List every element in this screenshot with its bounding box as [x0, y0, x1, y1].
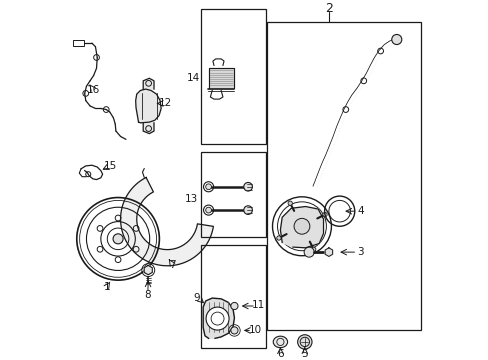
- Circle shape: [293, 219, 309, 234]
- Text: 6: 6: [277, 349, 283, 359]
- Text: 9: 9: [193, 293, 199, 303]
- Circle shape: [391, 35, 401, 45]
- Circle shape: [311, 247, 315, 252]
- Circle shape: [230, 327, 238, 334]
- Circle shape: [244, 206, 252, 215]
- Polygon shape: [143, 123, 154, 134]
- Circle shape: [322, 212, 326, 217]
- Polygon shape: [280, 207, 323, 248]
- Circle shape: [244, 183, 252, 191]
- Circle shape: [287, 201, 292, 206]
- Text: 3: 3: [357, 247, 364, 257]
- Bar: [200, 9, 266, 144]
- Circle shape: [297, 335, 311, 349]
- Circle shape: [205, 184, 211, 190]
- Bar: [73, 40, 84, 46]
- Bar: [200, 245, 266, 348]
- Text: 4: 4: [357, 206, 364, 216]
- Circle shape: [113, 234, 123, 244]
- Ellipse shape: [273, 336, 287, 348]
- Polygon shape: [135, 89, 161, 123]
- Text: 8: 8: [144, 290, 150, 300]
- Circle shape: [304, 247, 313, 257]
- Circle shape: [205, 307, 228, 330]
- Text: 13: 13: [185, 194, 198, 204]
- Text: 14: 14: [186, 73, 199, 83]
- Bar: [200, 152, 266, 237]
- Text: 2: 2: [325, 3, 332, 15]
- Circle shape: [230, 302, 238, 310]
- Bar: [266, 22, 420, 330]
- Polygon shape: [208, 68, 233, 88]
- Polygon shape: [143, 78, 154, 89]
- Text: 16: 16: [86, 85, 100, 95]
- Text: 5: 5: [301, 349, 307, 359]
- Polygon shape: [203, 298, 234, 338]
- Polygon shape: [144, 265, 152, 275]
- Text: 1: 1: [104, 282, 110, 292]
- Circle shape: [205, 207, 211, 213]
- Text: 11: 11: [252, 300, 265, 310]
- Polygon shape: [325, 248, 332, 256]
- Text: 12: 12: [159, 98, 172, 108]
- Text: 7: 7: [169, 260, 176, 270]
- Polygon shape: [121, 177, 213, 266]
- Circle shape: [276, 236, 281, 240]
- Text: 15: 15: [103, 161, 116, 171]
- Text: 10: 10: [248, 325, 261, 336]
